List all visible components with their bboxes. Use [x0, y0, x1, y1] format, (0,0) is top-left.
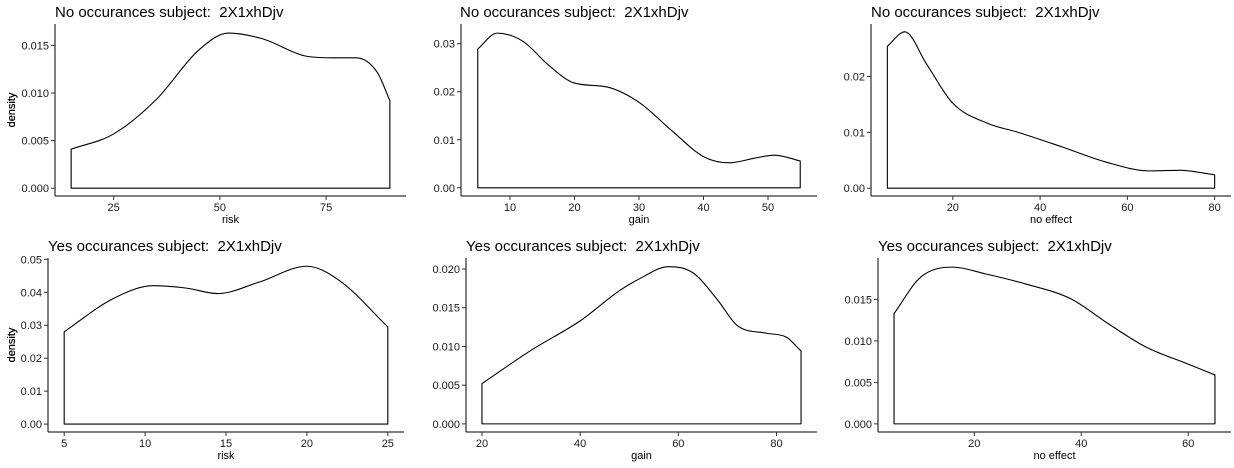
x-tick-label: 75: [320, 202, 332, 214]
x-tick-label: 5: [61, 438, 67, 450]
y-tick-label: 0.01: [434, 135, 455, 147]
x-tick-label: 25: [382, 438, 394, 450]
y-tick-label: 0.02: [21, 353, 42, 365]
y-tick-label: 0.00: [434, 183, 455, 195]
y-tick-label: 0.010: [432, 341, 460, 353]
x-tick-label: 10: [139, 438, 151, 450]
x-tick-label: 40: [1034, 202, 1046, 214]
y-tick-label: 0.01: [21, 386, 42, 398]
panel-title: Yes occurances subject: 2X1xhDjv: [48, 238, 282, 255]
plot-area: 10 20 30 40 50 0.00 0.01 0.02 0.03: [434, 24, 817, 214]
x-tick-label: 20: [301, 438, 313, 450]
density-curve: [481, 266, 802, 425]
y-tick-label: 0.00: [21, 419, 42, 431]
x-axis-label: risk: [217, 450, 235, 462]
x-tick-label: 50: [762, 202, 774, 214]
density-panel: 20 40 60 0.000 0.005 0.010 0.015 no effect densi…: [6, 258, 1231, 462]
y-tick-label: 0.005: [844, 377, 872, 389]
density-panel: 20 40 60 80 0.00 0.01 0.02 no effect density: [6, 24, 1231, 226]
density-panel: 10 20 30 40 50 0.00 0.01 0.02 0.03 gain density: [6, 24, 817, 226]
y-tick-label: 0.05: [21, 254, 42, 266]
y-tick-label: 0.01: [844, 127, 865, 139]
density-curve: [477, 32, 801, 189]
x-tick-label: 80: [1209, 202, 1221, 214]
x-tick-label: 30: [633, 202, 645, 214]
x-axis-label: no effect: [1030, 214, 1072, 226]
density-panel: 5 10 15 20 25 0.00 0.01 0.02 0.03 0.04 0.05 risk den…: [6, 254, 404, 462]
y-tick-label: 0.02: [844, 71, 865, 83]
x-tick-label: 50: [214, 202, 226, 214]
density-curve: [63, 265, 389, 425]
x-axis-label: risk: [221, 214, 240, 226]
density-curve: [886, 31, 1216, 189]
y-tick-label: 0.000: [21, 183, 49, 195]
x-tick-label: 25: [108, 202, 120, 214]
density-curve: [893, 266, 1216, 425]
y-tick-label: 0.000: [432, 419, 460, 431]
y-tick-label: 0.02: [434, 87, 455, 99]
panel-title: No occurances subject: 2X1xhDjv: [55, 4, 284, 21]
y-tick-label: 0.020: [432, 264, 460, 276]
y-axis-label: density: [6, 327, 18, 363]
y-tick-label: 0.010: [21, 88, 49, 100]
plot-area: 20 40 60 80 0.000 0.005 0.010 0.015 0.020: [432, 258, 817, 450]
x-tick-label: 40: [697, 202, 709, 214]
y-axis-label: density: [6, 92, 18, 128]
y-tick-label: 0.010: [844, 336, 872, 348]
x-tick-label: 20: [476, 438, 488, 450]
density-panel: 25 50 75 0.000 0.005 0.010 0.015 risk density: [6, 24, 406, 226]
plot-area: 20 40 60 0.000 0.005 0.010 0.015: [844, 258, 1231, 450]
y-tick-label: 0.04: [21, 287, 42, 299]
y-tick-label: 0.015: [844, 294, 872, 306]
y-tick-label: 0.015: [21, 40, 49, 52]
x-tick-label: 80: [770, 438, 782, 450]
x-tick-label: 20: [947, 202, 959, 214]
plot-area: 25 50 75 0.000 0.005 0.010 0.015: [21, 24, 406, 214]
x-tick-label: 10: [504, 202, 516, 214]
y-tick-label: 0.00: [844, 183, 865, 195]
x-tick-label: 60: [1182, 438, 1194, 450]
panel-title: No occurances subject: 2X1xhDjv: [460, 4, 689, 21]
panel-title: No occurances subject: 2X1xhDjv: [871, 4, 1100, 21]
x-tick-label: 15: [220, 438, 232, 450]
y-tick-label: 0.005: [432, 380, 460, 392]
y-tick-label: 0.005: [21, 136, 49, 148]
panel-title: Yes occurances subject: 2X1xhDjv: [878, 238, 1112, 255]
y-tick-label: 0.000: [844, 419, 872, 431]
panel-title: Yes occurances subject: 2X1xhDjv: [466, 238, 700, 255]
x-tick-label: 60: [672, 438, 684, 450]
x-tick-label: 40: [1075, 438, 1087, 450]
density-curve: [70, 32, 391, 189]
density-panel: 20 40 60 80 0.000 0.005 0.010 0.015 0.020 gain den…: [6, 258, 817, 462]
x-tick-label: 60: [1121, 202, 1133, 214]
x-axis-label: gain: [631, 450, 652, 462]
x-axis-label: no effect: [1033, 450, 1076, 462]
x-tick-label: 20: [568, 202, 580, 214]
plot-area: 20 40 60 80 0.00 0.01 0.02: [844, 24, 1231, 214]
plot-area: 5 10 15 20 25 0.00 0.01 0.02 0.03 0.04 0.05: [21, 254, 404, 450]
x-axis-label: gain: [628, 214, 650, 226]
x-tick-label: 40: [574, 438, 586, 450]
x-tick-label: 20: [968, 438, 980, 450]
y-tick-label: 0.03: [21, 320, 42, 332]
y-tick-label: 0.03: [434, 39, 455, 51]
y-tick-label: 0.015: [432, 303, 460, 315]
